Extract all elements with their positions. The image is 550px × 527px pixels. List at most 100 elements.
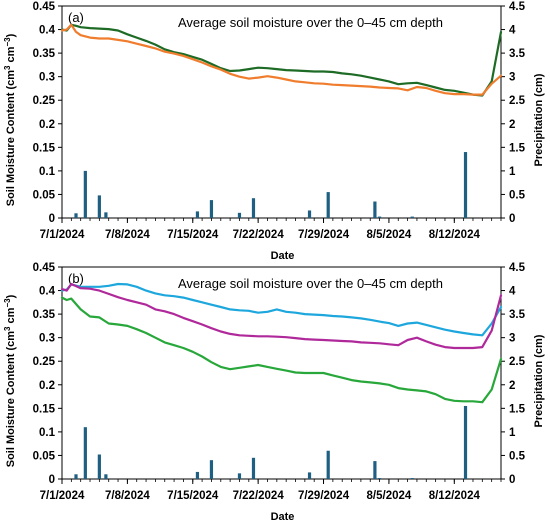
panel-b-y-axis-label: Soil Moisture Content (cm3 cm−3) (3, 294, 18, 467)
panel-a-precip-bar (373, 201, 377, 218)
panel-b-y-tick-label: 0 (49, 474, 55, 486)
panel-b-x-tick-label: 7/29/2024 (298, 490, 350, 502)
panel-b-series-line-1 (60, 282, 503, 337)
panel-a-y2-tick-label: 3 (509, 72, 515, 84)
panel-a-plot-frame (61, 5, 502, 219)
panel-a-y-tick-label: 0.45 (33, 1, 56, 13)
panel-b-y-tick-label: 0.3 (39, 333, 55, 345)
panel-a-y-tick-label: 0.2 (39, 119, 55, 131)
panel-a-y-axis-label: Soil Moisture Content (cm3 cm−3) (3, 33, 18, 206)
panel-b-precip-bar (83, 427, 87, 479)
panel-b-precip-bar (104, 474, 108, 479)
panel-b-y-tick-label: 0.15 (33, 403, 56, 415)
panel-b-y2-tick-label: 2.5 (509, 356, 526, 368)
panel-b-y2-tick-label: 0 (509, 474, 515, 486)
panel-b-precip-bar (326, 450, 330, 479)
panel-b-y-tick-label: 0.05 (33, 450, 56, 462)
panel-b-series-line-2 (60, 282, 503, 350)
panel-a-precip-bar (463, 152, 468, 218)
panel-a-precip-bar (209, 200, 214, 218)
panel-a: (a) Average soil moisture over the 0–45 … (3, 1, 546, 262)
panel-a-precip-bar (237, 212, 242, 218)
panel-b-x-tick-label: 7/22/2024 (233, 490, 285, 502)
panel-b-precip-bar (251, 457, 256, 479)
panel-b-y-tick-label: 0.1 (39, 427, 56, 439)
panel-b-series-line-3 (60, 296, 503, 404)
panel-a-precip-bar (307, 210, 312, 218)
panel-a-precip-bar (326, 192, 330, 218)
panel-a-series-line-2 (60, 23, 503, 96)
panel-b-y2-tick-label: 0.5 (509, 450, 526, 462)
panel-a-y2-tick-label: 3.5 (509, 48, 526, 60)
panel-a-y2-tick-label: 4.5 (509, 1, 526, 13)
panel-a-label: (a) (68, 10, 84, 25)
panel-a-y-tick-label: 0.4 (39, 25, 56, 37)
panel-b-title: Average soil moisture over the 0–45 cm d… (178, 276, 443, 291)
panel-b-x-tick-label: 8/12/2024 (429, 490, 481, 502)
panel-b-y2-tick-label: 3 (509, 333, 515, 345)
panel-a-x-tick-label: 7/8/2024 (105, 229, 150, 241)
panel-a-series-line-1 (60, 23, 503, 97)
panel-b-precip-bar (410, 478, 414, 479)
panel-b-y2-tick-label: 2 (509, 380, 515, 392)
panel-b-x-tick-label: 7/1/2024 (40, 490, 85, 502)
panel-a-y2-tick-label: 1 (509, 166, 516, 178)
panel-b-precip-bar (463, 405, 468, 479)
panel-b-y2-tick-label: 3.5 (509, 309, 526, 321)
panel-b-x-tick-label: 8/5/2024 (367, 490, 412, 502)
panel-b-x-axis-label: Date (271, 511, 295, 523)
panel-a-y2-tick-label: 4 (509, 25, 516, 37)
panel-b-precip-bar (307, 472, 312, 479)
panel-a-precip-bar (195, 211, 200, 218)
panel-a-precip-bar (104, 212, 108, 218)
panel-a-y2-tick-label: 1.5 (509, 142, 526, 154)
panel-a-y-tick-label: 0.35 (33, 48, 56, 60)
panel-a-x-tick-label: 8/5/2024 (367, 229, 412, 241)
panel-a-y2-tick-label: 0 (509, 213, 515, 225)
panel-b-precip-bar (373, 461, 377, 479)
panel-a-y-tick-label: 0 (49, 213, 55, 225)
panel-a-y-tick-label: 0.1 (39, 166, 56, 178)
panel-a-y-tick-label: 0.25 (33, 95, 56, 107)
panel-b-y2-tick-label: 1 (509, 427, 516, 439)
panel-a-y2-tick-label: 2 (509, 119, 515, 131)
panel-b-y2-tick-label: 4.5 (509, 262, 526, 274)
panel-b-plot-frame (61, 266, 502, 480)
panel-b-y-tick-label: 0.25 (33, 356, 56, 368)
panel-a-x-tick-label: 7/29/2024 (298, 229, 350, 241)
panel-a-precip-bar (410, 216, 414, 218)
panel-b: (b) Average soil moisture over the 0–45 … (3, 262, 546, 523)
panel-a-x-axis-label: Date (271, 250, 295, 262)
panel-b-precip-bar (237, 473, 242, 479)
panel-a-precip-bar (251, 198, 256, 218)
panel-b-y2-tick-label: 1.5 (509, 403, 526, 415)
panel-a-y2-axis-label: Precipitation (cm) (533, 73, 545, 166)
panel-a-y-tick-label: 0.05 (33, 189, 56, 201)
panel-a-precip-bar (97, 195, 101, 218)
panel-b-label: (b) (68, 271, 84, 286)
panel-a-precip-bar (74, 213, 78, 218)
panel-b-x-tick-label: 7/8/2024 (105, 490, 150, 502)
panel-a-x-tick-label: 7/22/2024 (233, 229, 285, 241)
panel-b-y2-tick-label: 4 (509, 286, 516, 298)
panel-b-y2-axis-label: Precipitation (cm) (533, 334, 545, 427)
panel-b-y-tick-label: 0.2 (39, 380, 55, 392)
panel-b-precip-bar (195, 471, 200, 479)
panel-b-y-tick-label: 0.35 (33, 309, 56, 321)
panel-a-x-tick-label: 7/1/2024 (40, 229, 85, 241)
panel-a-title: Average soil moisture over the 0–45 cm d… (178, 15, 443, 30)
panel-b-precip-bar (377, 478, 382, 479)
panel-a-precip-bar (377, 216, 382, 218)
panel-b-precip-bar (74, 474, 78, 479)
panel-a-y2-tick-label: 2.5 (509, 95, 526, 107)
panel-a-x-tick-label: 8/12/2024 (429, 229, 481, 241)
panel-a-y2-tick-label: 0.5 (509, 189, 526, 201)
panel-b-x-tick-label: 7/15/2024 (167, 490, 219, 502)
panel-a-precip-bar (83, 170, 87, 218)
panel-b-y-tick-label: 0.45 (33, 262, 56, 274)
panel-b-precip-bar (97, 454, 101, 479)
panel-a-y-tick-label: 0.15 (33, 142, 56, 154)
panel-b-y-tick-label: 0.4 (39, 286, 56, 298)
panel-b-precip-bar (209, 460, 214, 479)
